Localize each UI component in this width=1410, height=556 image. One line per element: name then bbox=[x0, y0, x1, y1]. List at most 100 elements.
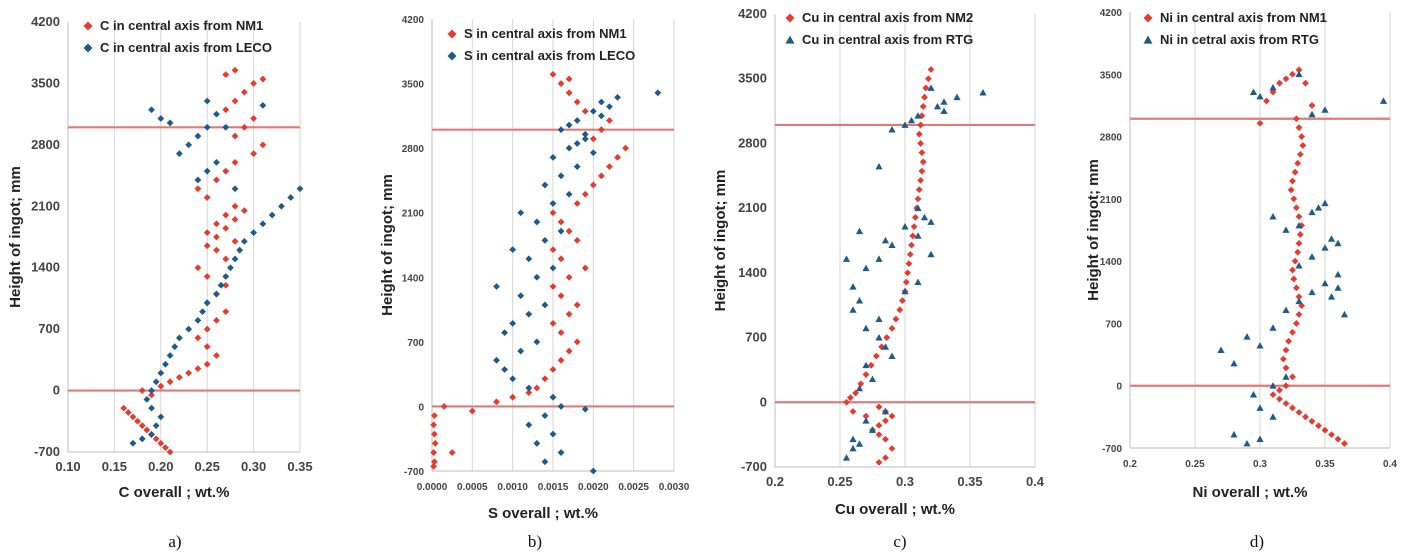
data-point bbox=[1230, 431, 1238, 438]
data-point bbox=[565, 144, 573, 152]
data-point bbox=[901, 287, 909, 295]
x-tick-label: 0.3 bbox=[896, 474, 914, 489]
data-point bbox=[152, 378, 160, 386]
data-point bbox=[573, 117, 581, 124]
data-point bbox=[236, 246, 244, 254]
data-point bbox=[549, 153, 557, 161]
data-point bbox=[1315, 422, 1322, 430]
data-point bbox=[259, 101, 267, 109]
data-point bbox=[1296, 231, 1304, 238]
data-point bbox=[1243, 439, 1251, 447]
data-point bbox=[162, 360, 169, 368]
data-point bbox=[888, 445, 896, 452]
data-point bbox=[888, 352, 896, 359]
data-point bbox=[250, 229, 257, 237]
data-point bbox=[1249, 88, 1258, 95]
data-point bbox=[1291, 168, 1299, 176]
data-point bbox=[614, 94, 621, 101]
data-point bbox=[905, 260, 913, 268]
y-tick-label: 2100 bbox=[1100, 195, 1123, 206]
data-point bbox=[549, 246, 557, 254]
x-tick-label: 0.25 bbox=[1185, 459, 1205, 470]
data-point bbox=[166, 119, 174, 127]
x-tick-label: 0.15 bbox=[102, 459, 127, 474]
data-point bbox=[1294, 248, 1302, 256]
data-point bbox=[222, 71, 230, 79]
data-point bbox=[882, 417, 889, 425]
data-point bbox=[1295, 66, 1303, 74]
x-axis-title: C overall ; wt.% bbox=[119, 484, 230, 501]
data-point bbox=[222, 211, 230, 219]
data-point bbox=[565, 273, 573, 281]
y-axis-title: Height of ingot; mm bbox=[1085, 159, 1102, 301]
data-point bbox=[862, 412, 870, 420]
data-point bbox=[881, 407, 890, 415]
data-point bbox=[533, 338, 541, 346]
panel-label: a) bbox=[168, 532, 181, 551]
data-point bbox=[222, 167, 230, 175]
data-point bbox=[917, 121, 924, 129]
y-tick-label: 0 bbox=[760, 394, 767, 409]
data-point bbox=[1298, 222, 1305, 229]
y-tick-label: 2100 bbox=[738, 200, 767, 215]
data-point bbox=[240, 207, 248, 215]
data-point bbox=[849, 435, 857, 443]
data-point bbox=[222, 308, 230, 315]
data-point bbox=[431, 458, 438, 466]
data-point bbox=[1328, 431, 1335, 439]
y-tick-label: 0 bbox=[53, 383, 60, 398]
data-point bbox=[1280, 355, 1287, 363]
x-axis-title: Cu overall ; wt.% bbox=[835, 501, 955, 518]
data-point bbox=[882, 454, 889, 462]
data-point bbox=[915, 186, 923, 194]
data-point bbox=[933, 102, 942, 110]
data-point bbox=[1295, 124, 1303, 132]
data-point bbox=[1334, 239, 1342, 247]
data-point bbox=[979, 88, 987, 96]
data-point bbox=[203, 299, 211, 307]
data-point bbox=[914, 232, 922, 239]
y-tick-label: 0 bbox=[1116, 382, 1122, 393]
y-tick-label: 2800 bbox=[402, 144, 425, 155]
data-point bbox=[888, 324, 896, 332]
data-point bbox=[240, 123, 248, 131]
data-point bbox=[549, 393, 557, 401]
data-point bbox=[855, 296, 864, 304]
data-point bbox=[920, 213, 929, 221]
data-point bbox=[908, 241, 915, 249]
data-point bbox=[185, 325, 193, 333]
data-point bbox=[525, 310, 533, 318]
x-tick-label: 0.35 bbox=[1315, 459, 1335, 470]
data-point bbox=[888, 125, 896, 133]
y-tick-label: 2800 bbox=[738, 135, 767, 150]
data-point bbox=[925, 75, 932, 83]
data-point bbox=[203, 167, 211, 175]
data-point bbox=[573, 338, 581, 346]
data-point bbox=[565, 190, 573, 198]
data-point bbox=[888, 412, 896, 420]
data-point bbox=[194, 176, 202, 184]
data-point bbox=[1282, 400, 1290, 407]
data-point bbox=[213, 176, 220, 184]
legend-entry: C in central axis from NM1 bbox=[100, 18, 263, 33]
data-point bbox=[166, 352, 174, 359]
data-point bbox=[589, 149, 597, 157]
legend-entry: S in central axis from LECO bbox=[464, 48, 635, 63]
data-point bbox=[598, 172, 605, 180]
data-point bbox=[606, 103, 613, 111]
data-point bbox=[917, 177, 924, 184]
data-point bbox=[194, 132, 202, 140]
data-point bbox=[902, 278, 910, 286]
data-point bbox=[1282, 306, 1290, 313]
y-tick-label: -700 bbox=[404, 467, 424, 478]
y-tick-label: 1400 bbox=[31, 260, 60, 275]
y-tick-label: 1400 bbox=[738, 265, 767, 280]
x-tick-label: 0.2 bbox=[766, 474, 784, 489]
data-point bbox=[557, 218, 565, 226]
data-point bbox=[1334, 435, 1342, 443]
x-tick-label: 0.4 bbox=[1026, 474, 1045, 489]
data-point bbox=[549, 209, 557, 217]
data-point bbox=[914, 195, 922, 203]
data-point bbox=[862, 361, 870, 369]
x-tick-label: 0.0030 bbox=[659, 482, 690, 493]
